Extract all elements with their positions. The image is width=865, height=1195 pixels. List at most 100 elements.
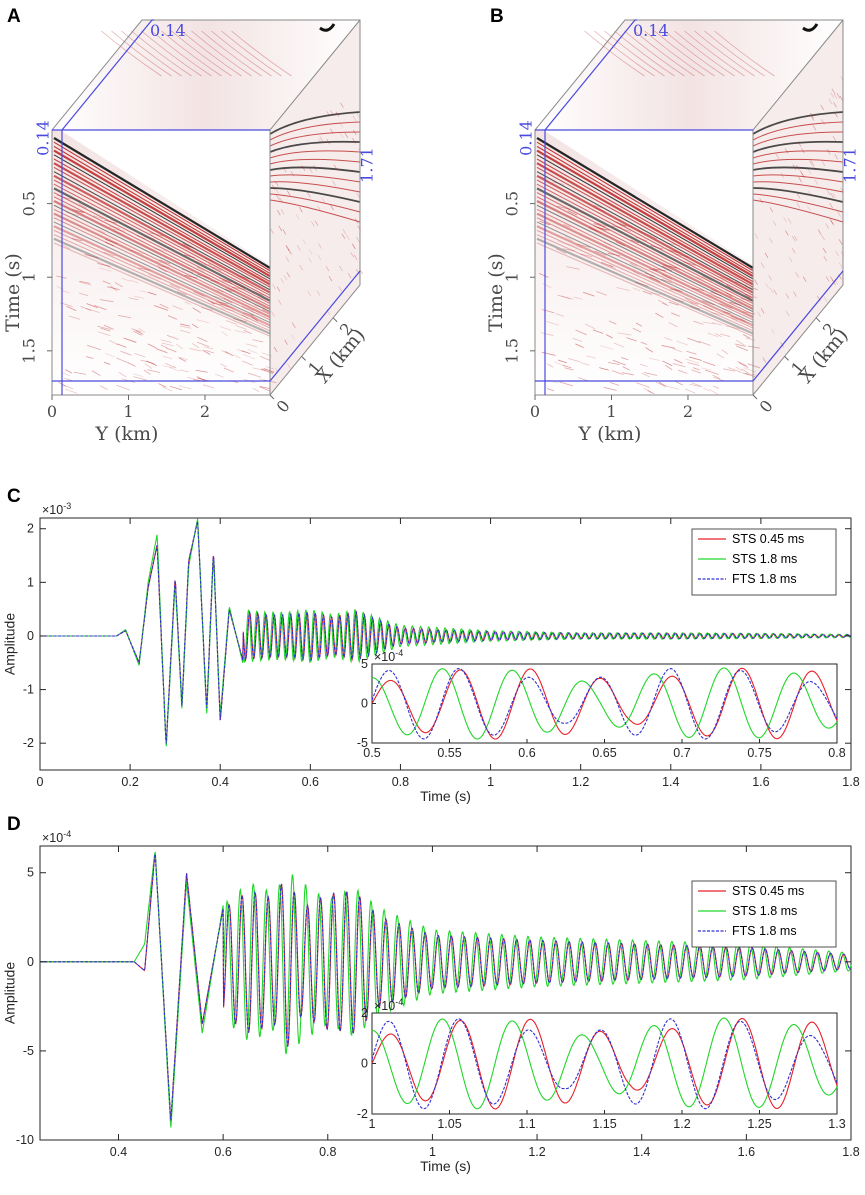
seismic-texture-mark	[242, 297, 250, 302]
seismic-texture-mark	[169, 283, 181, 290]
seismic-texture-mark	[636, 382, 650, 388]
seismic-texture-mark	[80, 305, 92, 311]
seismic-texture-mark	[629, 262, 637, 267]
side-texture-mark	[270, 228, 275, 235]
seismic-texture-mark	[603, 387, 617, 391]
legend-entry: FTS 1.8 ms	[732, 572, 797, 586]
side-texture-mark	[284, 339, 288, 345]
seismic-texture-mark	[179, 325, 192, 329]
seismic-texture-mark	[233, 354, 241, 359]
seismic-texture-mark	[709, 389, 718, 395]
top-face-streak	[694, 30, 755, 77]
side-texture-mark	[762, 357, 767, 363]
seismic-texture-mark	[138, 327, 146, 333]
side-texture-mark	[338, 286, 343, 292]
seismic-texture-mark	[617, 226, 631, 233]
seismic-texture-mark	[559, 381, 574, 387]
seismic-texture-mark	[221, 279, 233, 284]
panel-label-d: D	[7, 814, 21, 835]
side-reflector	[269, 150, 361, 159]
seismic-texture-mark	[582, 291, 595, 297]
x-tick-label: 0.4	[212, 775, 229, 789]
seismic-texture-mark	[743, 334, 751, 339]
y-axis-title: Amplitude	[2, 613, 18, 675]
reflector-line	[53, 221, 271, 324]
side-texture-mark	[335, 111, 340, 117]
seismic-texture-mark	[215, 301, 229, 305]
side-texture-mark	[821, 234, 825, 241]
seismic-texture-mark	[649, 268, 658, 272]
seismic-texture-mark	[108, 226, 121, 229]
side-texture-mark	[810, 112, 814, 119]
reflector-line	[53, 179, 271, 296]
seismic-texture-mark	[181, 268, 194, 274]
side-texture-mark	[308, 257, 312, 263]
seismic-texture-mark	[143, 369, 151, 375]
seismic-texture-mark	[136, 235, 146, 240]
seismic-texture-mark	[575, 343, 584, 348]
top-face-streak	[101, 30, 162, 77]
seismic-texture-mark	[561, 295, 575, 300]
seismic-texture-mark	[614, 221, 627, 227]
inset-x-tick-label: 1.1	[518, 1117, 535, 1131]
reflector-line	[53, 145, 271, 274]
side-reflector	[752, 140, 844, 153]
seismic-texture-mark	[594, 250, 607, 256]
side-texture-mark	[276, 286, 281, 292]
seismic-texture-mark	[196, 341, 210, 348]
side-reflector	[752, 150, 844, 159]
seismic-texture-mark	[84, 253, 99, 259]
seismic-texture-mark	[155, 348, 168, 354]
seismic-texture-mark	[710, 291, 723, 297]
y-tick-label: -10	[16, 1133, 34, 1147]
seismic-texture-mark	[247, 372, 261, 378]
y-tick-label: -1	[23, 683, 34, 697]
reflector-line	[536, 204, 754, 313]
seismic-texture-mark	[147, 369, 161, 373]
side-texture-mark	[796, 193, 801, 199]
seismic-texture-mark	[726, 285, 735, 291]
side-reflector	[752, 174, 844, 183]
side-texture-mark	[823, 255, 828, 262]
seismic-texture-mark	[557, 205, 571, 210]
reflector-line	[53, 234, 271, 332]
side-texture-mark	[785, 293, 790, 299]
seismic-texture-mark	[719, 303, 733, 309]
seismic-texture-mark	[196, 260, 207, 267]
side-texture-mark	[316, 290, 321, 296]
side-reflector	[752, 158, 844, 165]
seismic-texture-mark	[113, 230, 124, 235]
reflector-line	[536, 183, 754, 299]
seismic-texture-mark	[197, 273, 211, 279]
side-texture-mark	[801, 172, 805, 178]
seismic-texture-mark	[104, 219, 117, 224]
side-reflector	[752, 181, 844, 193]
side-texture-mark	[282, 229, 287, 235]
side-texture-mark	[279, 197, 283, 203]
seismic-texture-mark	[665, 385, 680, 390]
side-texture-mark	[831, 88, 836, 94]
seismic-texture-mark	[736, 345, 749, 352]
side-texture-mark	[821, 160, 826, 167]
seismic-texture-mark	[593, 225, 607, 231]
y-exponent: ×10-3	[42, 501, 71, 517]
seismic-texture-mark	[675, 253, 689, 258]
top-face-streak	[231, 30, 292, 77]
side-reflector	[269, 140, 361, 153]
seismic-texture-mark	[181, 244, 191, 249]
side-texture-mark	[347, 272, 352, 279]
seismic-texture-mark	[227, 287, 236, 292]
seismic-texture-mark	[243, 312, 254, 317]
side-texture-mark	[799, 170, 804, 176]
seismic-texture-mark	[223, 367, 234, 373]
side-reflector	[269, 174, 361, 183]
inset-x-tick-label: 0.5	[363, 746, 380, 760]
seismic-texture-mark	[622, 366, 631, 371]
x-tick-label: 0	[756, 396, 777, 416]
seismic-texture-mark	[542, 282, 552, 289]
seismic-texture-mark	[252, 387, 260, 392]
seismic-texture-mark	[725, 325, 740, 330]
side-reflector	[269, 111, 361, 135]
seismic-texture-mark	[741, 368, 749, 374]
seismic-texture-mark	[592, 329, 604, 334]
